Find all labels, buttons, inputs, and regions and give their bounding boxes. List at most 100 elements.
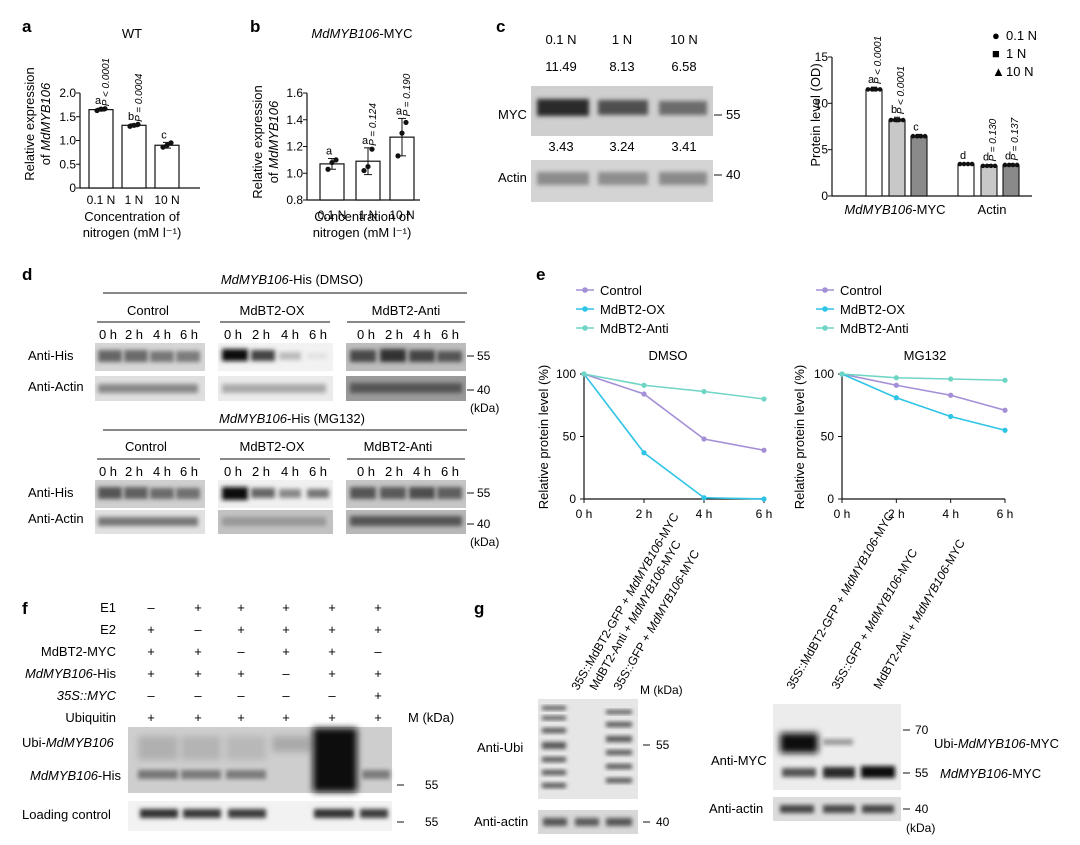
chart-c-group-label-0: MdMYB106-MYC: [844, 202, 945, 217]
chart-e-mg132-legend-label-2: MdBT2-Anti: [840, 321, 909, 336]
chart-a-ytick-1: 0.5: [59, 157, 76, 171]
chart-e-dmso-xtick-1: 2 h: [636, 507, 653, 521]
blot-d-top-time-0-3: 6 h: [180, 327, 198, 342]
blot-d-band: [279, 489, 301, 498]
chart-c-point-1-1-3: [992, 163, 998, 169]
panel-f-row-label-4: 35S::MYC: [57, 688, 117, 703]
chart-b-ylabel-2: of MdMYB106: [266, 100, 281, 183]
blot-c-row-myc: MYC: [498, 107, 527, 122]
blot-d-top-unit: (kDa): [470, 401, 499, 415]
panel-f-sign-1-4: +: [328, 622, 336, 637]
chart-e2-legend-marker-0: [822, 287, 828, 293]
chart-b-bars: [319, 117, 415, 201]
chart-e-mg132-lines: [839, 371, 1008, 433]
blot-d-bottom-time-0-3: 6 h: [180, 464, 198, 479]
panel-f-sign-1-2: +: [237, 622, 245, 637]
panel-g-band: [606, 818, 632, 826]
blot-d-top-time-2-2: 4 h: [413, 327, 431, 342]
chart-e2-line-1: [841, 373, 1006, 432]
chart-c-point-0-1-3: [969, 161, 975, 167]
chart-a-xlabel-2: nitrogen (mM l⁻¹): [83, 225, 182, 240]
panel-f-sign-1-0: +: [147, 622, 155, 637]
chart-e2-point-1-1: [893, 395, 899, 401]
chart-c-point-2-1-1: [1006, 162, 1012, 168]
chart-e1-line-2: [583, 373, 765, 400]
panel-f-row-label-0: E1: [100, 600, 116, 615]
panel-f-his-label: MdMYB106-His: [30, 768, 122, 783]
chart-c-bar-1-1: [980, 165, 998, 197]
chart-c-point-0-1-2: [965, 161, 971, 167]
blot-d-bottom-marker-40: 40: [477, 517, 491, 531]
chart-c-ylabel: Protein level (OD): [808, 63, 823, 166]
blot-d-band: [350, 383, 462, 393]
blot-c-myc-value-2: 6.58: [671, 59, 696, 74]
blot-d-band: [350, 516, 462, 526]
chart-e1-point-1-2: [701, 495, 707, 501]
chart-e1-point-0-2: [701, 436, 707, 442]
chart-b-ytick-1: 1.0: [286, 166, 303, 180]
panel-g-band: [542, 716, 566, 720]
panel-g-left-row-ubi: Anti-Ubi: [477, 740, 523, 755]
panel-g-band: [542, 770, 566, 775]
chart-e2-legend-marker-1: [822, 306, 828, 312]
chart-c-point-2-1-0: [1002, 162, 1008, 168]
chart-e-mg132-ytick-1: 50: [821, 430, 835, 444]
chart-c-bar-0-1: [957, 163, 975, 197]
panel-f-loading-label: Loading control: [22, 807, 111, 822]
chart-e-mg132-legend-label-0: Control: [840, 283, 882, 298]
panel-g-myc-label: MdMYB106-MYC: [940, 766, 1041, 781]
panel-label-b: b: [250, 17, 260, 36]
chart-b-xlabel-1: Concentration of: [314, 209, 410, 224]
blot-d-top-time-2-3: 6 h: [441, 327, 459, 342]
panel-f-sign-0-0: –: [147, 600, 155, 615]
chart-e-mg132-ytick-2: 100: [814, 367, 834, 381]
panel-f-band: [360, 809, 388, 818]
blot-d-band: [176, 488, 200, 499]
panel-f-band: [314, 809, 354, 818]
chart-e-mg132-legend: [816, 287, 834, 331]
chart-e-dmso-legend-label-0: Control: [600, 283, 642, 298]
chart-e-mg132-xtick-3: 6 h: [997, 507, 1014, 521]
chart-b-point-1-0: [361, 167, 367, 174]
panel-f-band: [313, 728, 357, 792]
chart-a-bars: [88, 106, 180, 189]
blot-d-bottom-time-1-2: 4 h: [281, 464, 299, 479]
panel-g-band: [823, 767, 855, 778]
blot-d-top-time-1-2: 4 h: [281, 327, 299, 342]
blot-c-lane-1: 1 N: [612, 32, 632, 47]
panel-g-band: [780, 733, 818, 753]
chart-c-pvalue-1-0: P < 0.0001: [896, 66, 907, 114]
panel-f-band: [183, 809, 221, 818]
panel-f-sign-3-3: –: [282, 666, 290, 681]
panel-f-band: [181, 736, 221, 760]
chart-a-ytick-3: 1.5: [59, 110, 76, 124]
blot-d-band: [409, 487, 435, 499]
blot-d-top-time-0-2: 4 h: [153, 327, 171, 342]
chart-c-legend-label-0: 0.1 N: [1006, 28, 1037, 43]
panel-f-sign-4-4: –: [328, 688, 336, 703]
chart-e-mg132-ylabel: Relative protein level (%): [792, 365, 807, 510]
blot-d-band: [222, 349, 248, 361]
panel-f-sign-5-1: +: [194, 710, 202, 725]
chart-a-xtick-1: 1 N: [125, 193, 144, 207]
blot-d-top-marker-40: 40: [477, 383, 491, 397]
panel-f-band: [138, 770, 178, 779]
blot-d-top-times: 0 h 2 h 4 h 6 h 0 h 2 h 4 h 6 h 0 h 2 h …: [99, 327, 459, 342]
blot-d-band: [124, 487, 148, 499]
panel-f-band: [140, 809, 178, 818]
chart-e-dmso: Control MdBT2-OX MdBT2-Anti DMSO 0 50 10…: [536, 283, 772, 521]
panel-f-band: [228, 809, 266, 818]
chart-e-dmso-ytick-1: 50: [563, 430, 577, 444]
chart-c-point-1-0-0: [888, 117, 894, 123]
blot-d-top-actin-membranes: [95, 376, 466, 401]
panel-g-band: [823, 739, 853, 745]
blot-c-marker-40: 40: [726, 167, 740, 182]
chart-c-point-1-1-0: [980, 163, 986, 169]
chart-a-ylabel-1: Relative expression: [22, 67, 37, 180]
chart-c-legend-label-2: 10 N: [1006, 64, 1033, 79]
chart-e-dmso-title: DMSO: [649, 348, 688, 363]
chart-c-legend-symbol-0: ●: [992, 28, 1000, 43]
chart-e-mg132-title: MG132: [904, 348, 947, 363]
blot-c-actin-value-0: 3.43: [548, 139, 573, 154]
chart-a-ylabel-2: of MdMYB106: [38, 82, 53, 165]
